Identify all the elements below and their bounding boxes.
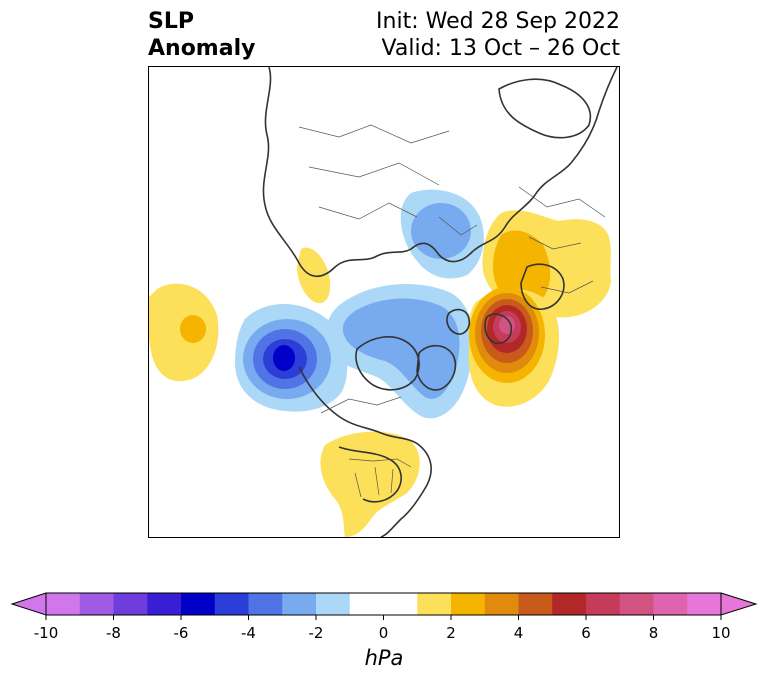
colorbar-segment — [113, 593, 148, 615]
colorbar-segment — [417, 593, 452, 615]
colorbar-extend-low — [10, 592, 47, 616]
colorbar-segment — [653, 593, 688, 615]
anomaly-northeast-pacific-negative — [235, 304, 348, 412]
colorbar-tick-label: 2 — [446, 624, 456, 642]
colorbar-segment — [518, 593, 553, 615]
map-title: SLP Anomaly — [148, 9, 256, 61]
colorbar-segment — [282, 593, 317, 615]
colorbar-segment — [214, 593, 249, 615]
colorbar-segment — [451, 593, 486, 615]
colorbar-ticks — [45, 615, 722, 620]
valid-range: Valid: 13 Oct – 26 Oct — [381, 36, 620, 61]
colorbar-tick-label: 8 — [648, 624, 659, 642]
map-panel — [148, 66, 620, 538]
colorbar-extend-high — [720, 592, 758, 616]
colorbar-segment — [687, 593, 722, 615]
colorbar-segments — [46, 593, 722, 615]
colorbar-segment — [181, 593, 216, 615]
colorbar-segment — [383, 593, 418, 615]
colorbar-segment — [484, 593, 519, 615]
colorbar-tick-label: 10 — [711, 624, 731, 642]
colorbar-unit: hPa — [364, 646, 404, 670]
colorbar-tick-label: 4 — [513, 624, 524, 642]
colorbar-tick-label: 6 — [581, 624, 591, 642]
colorbar-segment — [552, 593, 587, 615]
colorbar-tick-label: -6 — [173, 624, 189, 642]
colorbar-tick-label: -10 — [33, 624, 59, 642]
colorbar-segment — [316, 593, 351, 615]
anomaly-north-pacific-positive — [149, 283, 219, 382]
colorbar-segment — [147, 593, 182, 615]
colorbar-segment — [619, 593, 654, 615]
init-date: Init: Wed 28 Sep 2022 — [376, 9, 620, 34]
colorbar-segment — [79, 593, 114, 615]
anomaly-central-us-positive — [320, 431, 420, 537]
colorbar-tick-label: -2 — [308, 624, 324, 642]
colorbar-tick-label: 0 — [378, 624, 389, 642]
map-canvas — [149, 67, 618, 537]
anomaly-siberia-negative — [400, 189, 484, 279]
borders — [298, 124, 606, 498]
anomaly-arctic-negative — [325, 283, 474, 419]
colorbar — [10, 592, 758, 620]
coastlines — [262, 67, 618, 537]
colorbar-segment — [349, 593, 384, 615]
colorbar-segment — [248, 593, 283, 615]
date-info: Init: Wed 28 Sep 2022 Valid: 13 Oct – 26… — [376, 8, 620, 62]
colorbar-tick-label: -8 — [106, 624, 121, 642]
colorbar-segment — [586, 593, 621, 615]
anomaly-north-atlantic-positive — [468, 287, 560, 407]
colorbar-tick-label: -4 — [241, 624, 256, 642]
colorbar-segment — [46, 593, 81, 615]
